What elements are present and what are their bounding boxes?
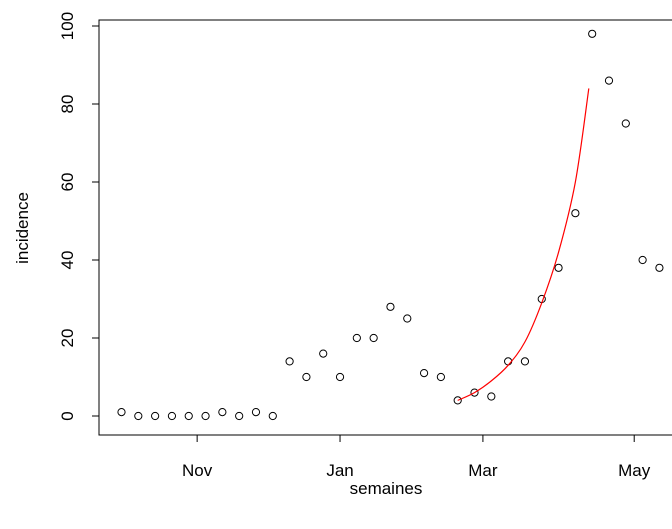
data-point [436, 372, 445, 382]
data-point [453, 396, 462, 405]
data-point [134, 411, 143, 421]
x-tick-label: Nov [182, 461, 213, 480]
data-points [117, 29, 664, 421]
data-point [554, 263, 563, 272]
data-point [117, 408, 126, 417]
data-point [201, 411, 210, 421]
data-point [386, 302, 395, 311]
data-point [151, 411, 160, 421]
data-point [285, 357, 294, 366]
x-tick-label: Jan [326, 461, 353, 480]
data-point [167, 411, 177, 421]
y-tick-label: 60 [58, 173, 77, 192]
x-tick-label: May [618, 461, 651, 480]
data-point [520, 357, 530, 366]
data-point [268, 411, 277, 421]
data-point [487, 392, 496, 401]
plot-frame [98, 19, 672, 436]
data-point [571, 209, 580, 218]
data-point [352, 333, 361, 343]
x-tick-label: Mar [468, 461, 498, 480]
data-point [369, 333, 378, 343]
data-point [638, 255, 647, 265]
data-point [235, 411, 244, 421]
data-point [251, 408, 261, 417]
data-point [621, 119, 630, 128]
y-tick-label: 40 [58, 251, 77, 270]
y-tick-label: 20 [58, 329, 77, 348]
y-tick-label: 0 [58, 411, 77, 420]
y-axis-title: incidence [13, 192, 32, 264]
data-point [403, 314, 412, 323]
data-point [419, 369, 429, 378]
data-point [218, 408, 227, 417]
data-point [588, 29, 597, 38]
y-axis: 0 20 40 60 80 100 [58, 12, 99, 421]
data-point [655, 263, 664, 272]
data-point [184, 411, 193, 421]
x-axis: Nov Jan Mar May [182, 435, 651, 480]
y-tick-label: 100 [58, 12, 77, 40]
y-tick-label: 80 [58, 95, 77, 114]
data-point [335, 372, 345, 382]
x-axis-title: semaines [350, 479, 423, 498]
data-point [302, 372, 311, 382]
data-point [319, 349, 328, 358]
data-point [604, 76, 614, 85]
data-point [470, 388, 479, 397]
fit-curve [457, 88, 590, 401]
